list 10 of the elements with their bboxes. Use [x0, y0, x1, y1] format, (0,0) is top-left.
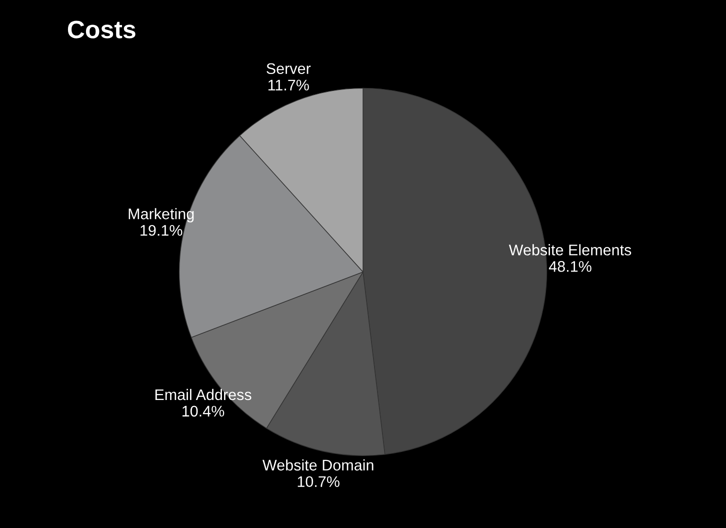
data-label: 11.7%	[268, 80, 309, 90]
data-label: 48.1%	[548, 261, 592, 272]
data-label: 19.1%	[140, 224, 182, 236]
chart-title: Costs	[68, 20, 136, 38]
slice-label: Email Address	[155, 388, 252, 400]
data-label: 10.4%	[182, 406, 224, 417]
data-label: 10.7%	[298, 476, 340, 488]
slice-label: Website Elements	[508, 244, 632, 256]
slice-label: Website Domain	[262, 459, 374, 471]
slice-label: Server	[266, 63, 311, 74]
